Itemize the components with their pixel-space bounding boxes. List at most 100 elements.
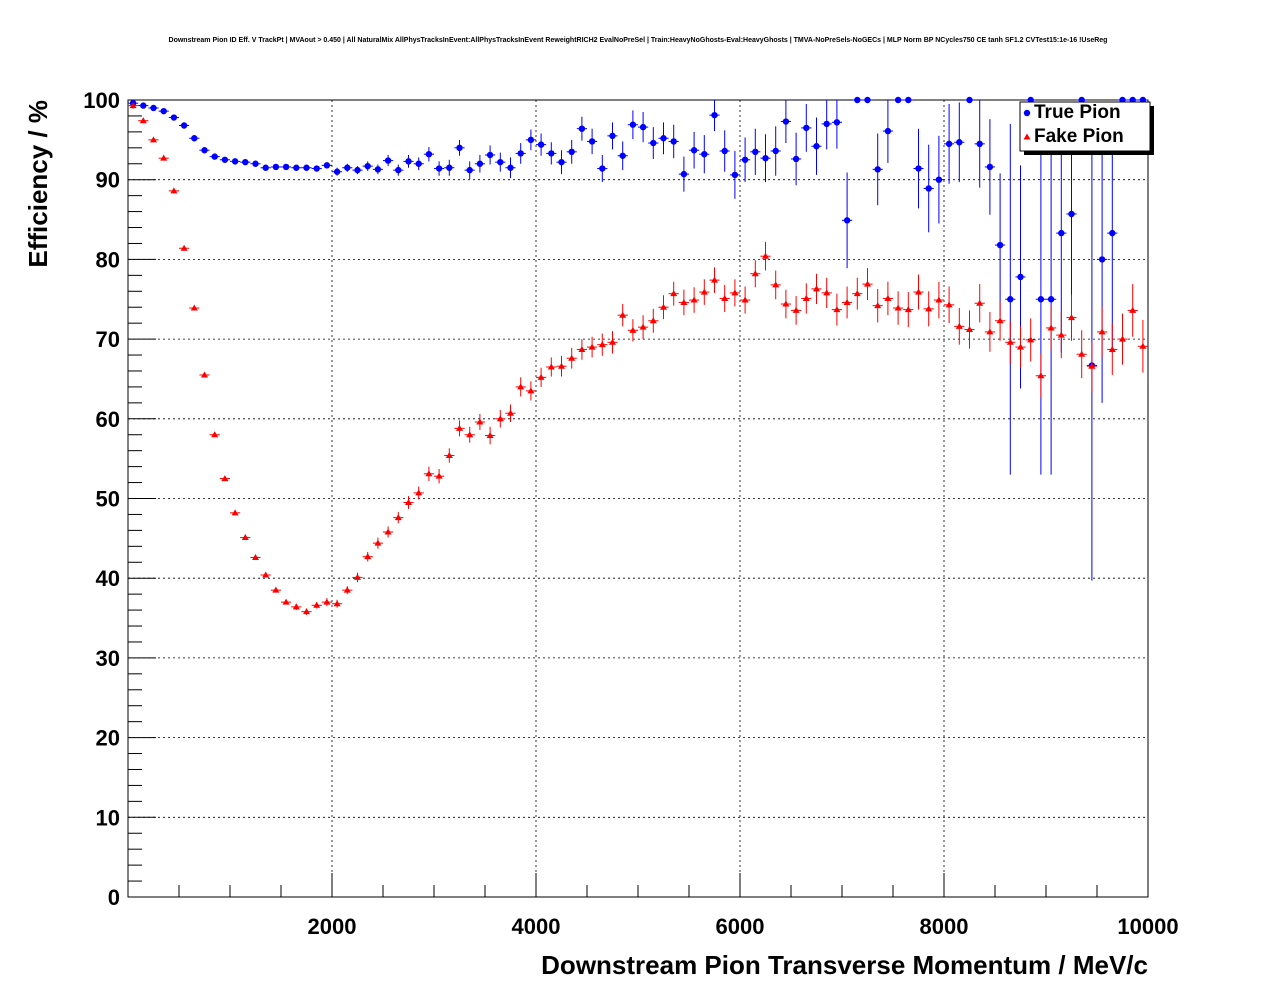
data-point bbox=[486, 151, 494, 159]
data-point bbox=[466, 166, 473, 174]
data-point bbox=[1057, 331, 1065, 338]
data-point bbox=[374, 539, 382, 546]
data-point bbox=[129, 102, 137, 109]
data-point bbox=[425, 150, 433, 158]
data-point bbox=[231, 158, 239, 165]
data-point bbox=[456, 144, 463, 152]
data-point bbox=[956, 139, 963, 146]
data-point bbox=[201, 371, 208, 378]
data-series bbox=[128, 96, 1148, 615]
data-point bbox=[476, 418, 484, 425]
data-point bbox=[904, 306, 912, 313]
data-point bbox=[966, 326, 973, 333]
data-point bbox=[752, 148, 759, 156]
data-point bbox=[966, 96, 973, 104]
data-point bbox=[333, 168, 341, 175]
data-point bbox=[905, 96, 912, 104]
y-tick-label: 90 bbox=[96, 168, 120, 193]
data-point bbox=[323, 162, 331, 169]
series-fake-pion bbox=[128, 102, 1148, 615]
data-point bbox=[1017, 273, 1024, 281]
legend-marker-fake-pion bbox=[1023, 133, 1031, 140]
data-point bbox=[384, 528, 392, 535]
chart-title: Downstream Pion ID Eff. V TrackPt | MVAo… bbox=[169, 37, 1108, 44]
data-point bbox=[1108, 345, 1116, 352]
y-tick-label: 40 bbox=[96, 566, 120, 591]
data-point bbox=[792, 306, 800, 313]
data-point bbox=[588, 138, 596, 145]
data-point bbox=[803, 124, 810, 132]
data-point bbox=[1088, 362, 1096, 369]
data-point bbox=[935, 296, 943, 303]
data-point bbox=[843, 298, 851, 305]
data-point bbox=[252, 553, 259, 560]
data-point bbox=[160, 154, 168, 161]
data-point bbox=[578, 125, 586, 132]
y-tick-label: 10 bbox=[96, 805, 120, 830]
data-point bbox=[507, 164, 514, 171]
data-point bbox=[823, 120, 830, 128]
data-point bbox=[874, 302, 882, 309]
data-point bbox=[313, 165, 320, 172]
data-point bbox=[690, 296, 698, 303]
data-point bbox=[1017, 343, 1024, 350]
data-point bbox=[201, 147, 208, 154]
x-tick-label: 2000 bbox=[308, 914, 357, 939]
data-point bbox=[650, 139, 657, 147]
data-point bbox=[578, 345, 586, 352]
data-point bbox=[731, 289, 739, 296]
data-point bbox=[548, 150, 555, 157]
data-point bbox=[1007, 296, 1014, 303]
data-point bbox=[364, 553, 372, 560]
y-tick-label: 80 bbox=[96, 247, 120, 272]
data-point bbox=[1068, 314, 1075, 321]
data-point bbox=[282, 598, 290, 605]
data-point bbox=[527, 387, 535, 394]
data-point bbox=[1027, 336, 1035, 343]
data-point bbox=[619, 311, 627, 318]
data-point bbox=[843, 217, 851, 224]
data-point bbox=[139, 117, 147, 124]
data-point bbox=[231, 509, 239, 516]
data-point bbox=[996, 241, 1004, 249]
y-tick-label: 60 bbox=[96, 407, 120, 432]
data-point bbox=[221, 475, 229, 482]
data-point bbox=[741, 296, 749, 303]
data-point bbox=[558, 362, 565, 369]
data-point bbox=[976, 140, 983, 148]
legend-box bbox=[1019, 101, 1151, 152]
legend-label-true-pion: True Pion bbox=[1034, 102, 1121, 123]
data-point bbox=[140, 102, 147, 109]
data-point bbox=[394, 514, 402, 521]
grid-lines bbox=[128, 100, 1148, 897]
data-point bbox=[874, 166, 881, 173]
x-tick-label: 8000 bbox=[920, 914, 969, 939]
data-point bbox=[792, 155, 800, 163]
data-point bbox=[884, 294, 892, 301]
data-point bbox=[670, 290, 678, 297]
data-point bbox=[150, 104, 157, 112]
data-point bbox=[150, 136, 157, 143]
data-point bbox=[894, 304, 902, 311]
data-point bbox=[476, 160, 484, 167]
data-point bbox=[802, 294, 810, 301]
data-point bbox=[313, 601, 321, 608]
data-point bbox=[588, 343, 596, 350]
data-point bbox=[282, 163, 290, 171]
data-point bbox=[1078, 350, 1086, 357]
data-point bbox=[160, 107, 167, 115]
data-point bbox=[721, 294, 729, 301]
y-tick-label: 30 bbox=[96, 646, 120, 671]
data-point bbox=[915, 288, 922, 295]
data-point bbox=[619, 152, 626, 159]
data-point bbox=[639, 123, 647, 131]
data-point bbox=[1068, 210, 1075, 218]
x-tick-label: 4000 bbox=[512, 914, 561, 939]
data-point bbox=[272, 586, 280, 593]
data-point bbox=[293, 164, 300, 171]
data-point bbox=[568, 148, 575, 156]
data-point bbox=[986, 163, 994, 171]
legend-marker-true-pion bbox=[1023, 109, 1031, 117]
data-point bbox=[180, 122, 188, 129]
data-point bbox=[496, 415, 504, 422]
